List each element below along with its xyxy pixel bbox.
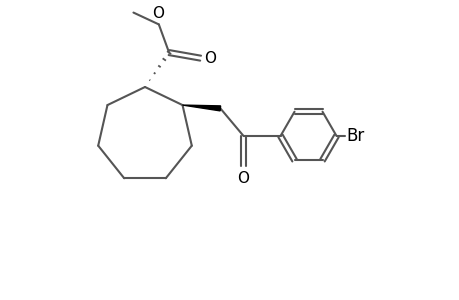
Text: O: O <box>204 51 216 66</box>
Text: O: O <box>237 171 249 186</box>
Text: O: O <box>151 6 163 21</box>
Text: Br: Br <box>346 127 364 145</box>
Polygon shape <box>182 105 220 111</box>
